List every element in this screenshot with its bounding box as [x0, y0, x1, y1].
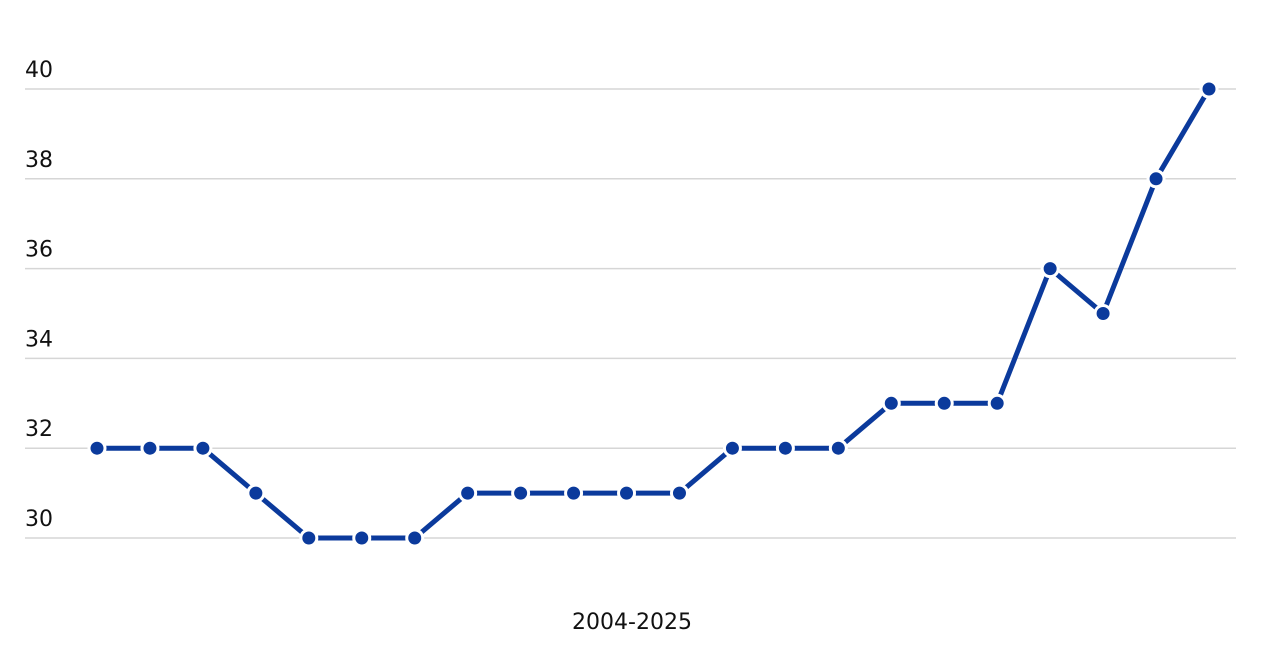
- data-point: [881, 393, 901, 413]
- data-point: [669, 483, 689, 503]
- data-point: [775, 438, 795, 458]
- data-point: [140, 438, 160, 458]
- data-point: [1146, 169, 1166, 189]
- data-line: [97, 87, 1212, 541]
- data-point: [458, 483, 478, 503]
- data-point: [617, 483, 637, 503]
- data-point: [1199, 79, 1219, 99]
- y-tick-label: 36: [25, 238, 53, 263]
- data-point: [193, 438, 213, 458]
- data-point: [405, 528, 425, 548]
- data-point: [934, 393, 954, 413]
- data-point: [299, 528, 319, 548]
- data-point: [1093, 304, 1113, 323]
- y-tick-label: 34: [25, 327, 53, 352]
- data-point: [352, 528, 372, 548]
- data-point: [564, 483, 584, 503]
- y-tick-label: 30: [25, 507, 53, 532]
- data-point: [1040, 259, 1060, 279]
- data-point: [511, 483, 531, 503]
- y-tick-label: 32: [25, 417, 53, 442]
- data-point: [987, 393, 1007, 413]
- y-tick-label: 38: [25, 148, 53, 173]
- data-point: [722, 438, 742, 458]
- data-point: [87, 438, 107, 458]
- y-tick-label: 40: [25, 58, 53, 83]
- data-point: [828, 438, 848, 458]
- data-point: [246, 483, 266, 503]
- x-axis-label: 2004-2025: [572, 610, 692, 635]
